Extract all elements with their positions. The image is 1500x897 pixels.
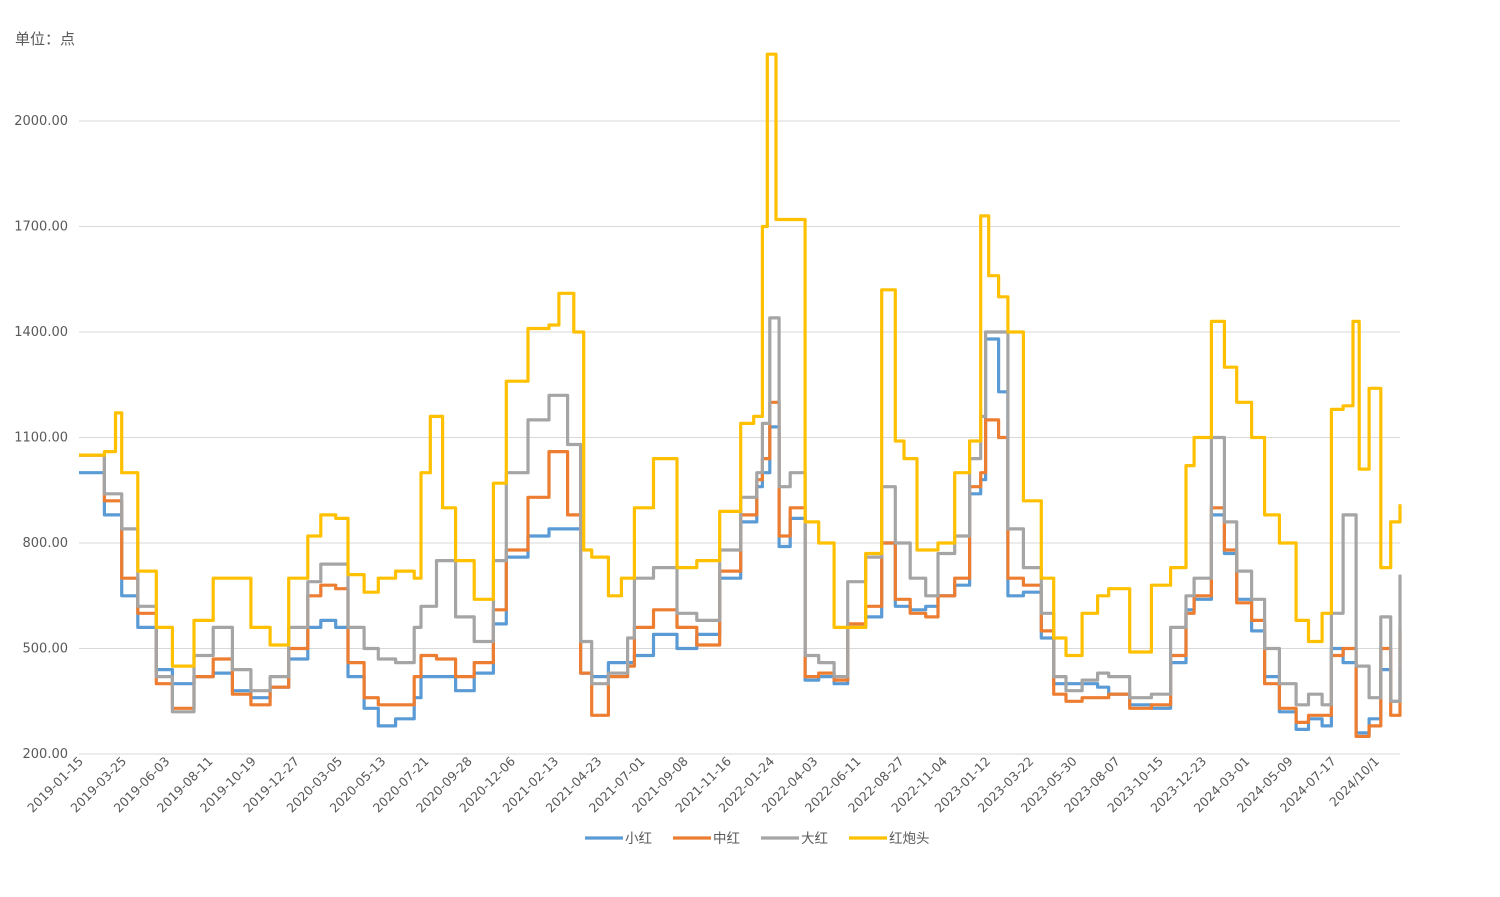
legend-label: 小红 [625, 831, 652, 847]
y-tick-label: 1400.00 [14, 325, 68, 340]
y-tick-label: 800.00 [23, 536, 69, 551]
y-tick-label: 200.00 [23, 747, 69, 762]
y-tick-label: 500.00 [23, 642, 69, 657]
x-axis-tick-labels: 2019-01-152019-03-252019-06-032019-08-11… [24, 753, 1382, 815]
y-tick-label: 2000.00 [14, 114, 68, 129]
legend-label: 大红 [801, 831, 828, 847]
y-tick-label: 1700.00 [14, 220, 68, 235]
series-line-中红 [79, 400, 1402, 738]
y-tick-label: 1100.00 [14, 431, 68, 446]
legend: 小红 中红 大红 红炮头 [585, 831, 930, 847]
series-line-大红 [79, 316, 1402, 714]
series-lines [79, 52, 1402, 738]
y-axis-tick-labels: 200.00 500.00 800.00 1100.00 1400.00 1700.00 2… [14, 114, 68, 762]
legend-label: 红炮头 [889, 831, 930, 847]
unit-label: 单位：点 [15, 30, 76, 48]
legend-label: 中红 [713, 831, 740, 847]
series-line-红炮头 [79, 52, 1402, 668]
